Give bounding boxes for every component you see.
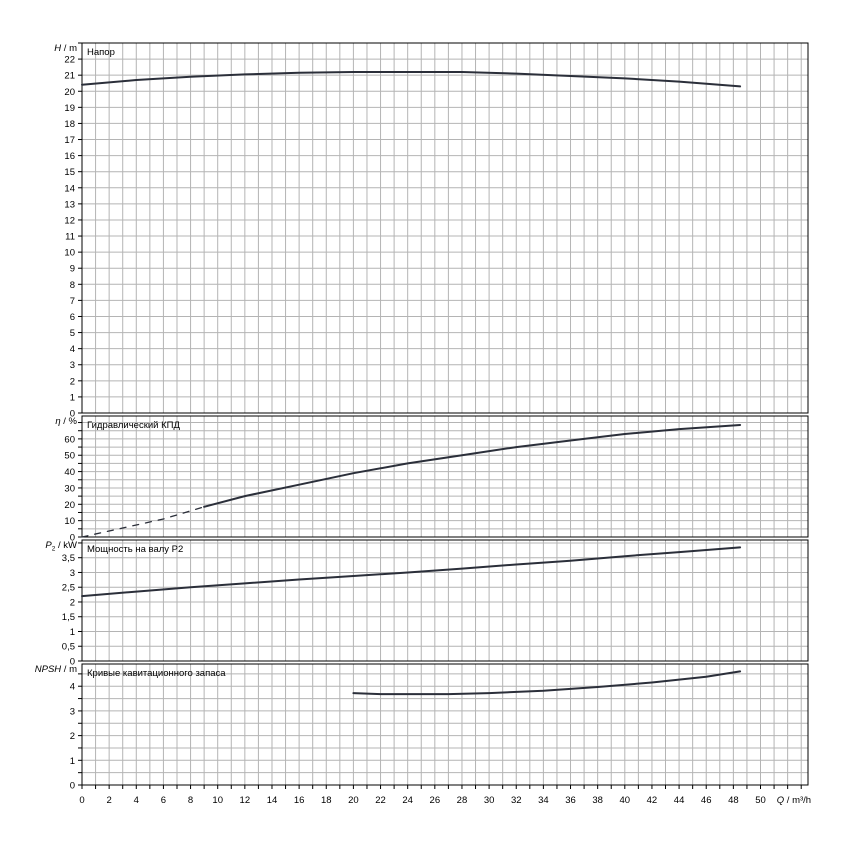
y-tick-label: 15 (64, 167, 75, 178)
x-tick-label: 42 (647, 795, 658, 806)
panel-frame (81, 415, 809, 538)
x-tick-label: 34 (538, 795, 549, 806)
x-tick-label: 32 (511, 795, 522, 806)
x-tick-label: 14 (267, 795, 278, 806)
y-tick-label: 17 (64, 135, 75, 146)
curve-line (81, 546, 742, 598)
y-tick-label: 7 (70, 296, 75, 307)
x-tick-label: 0 (79, 795, 84, 806)
y-tick-label: 14 (64, 183, 75, 194)
x-tick-label: 48 (728, 795, 739, 806)
y-tick-label: 3 (70, 568, 75, 579)
y-tick-label: 50 (64, 451, 75, 462)
y-tick-label: 20 (64, 87, 75, 98)
y-tick-label: 0 (70, 533, 75, 544)
chart-panel-2: 0 10 20 30 40 50 60 η / % Гидравлический КПД (55, 415, 809, 544)
x-tick-label: 40 (620, 795, 631, 806)
x-axis-label: Q / m³/h (777, 795, 811, 806)
y-tick-label: 9 (70, 264, 75, 275)
x-tick-label: 12 (240, 795, 251, 806)
y-tick-label: 11 (65, 232, 75, 243)
x-axis: 0 2 4 6 8 10 12 14 16 18 20 22 24 26 28 30 32 34 36 38 40 42 4… (79, 785, 811, 806)
y-tick-label: 1 (70, 392, 75, 403)
panel-title: Мощность на валу P2 (87, 544, 183, 555)
y-tick-label: 5 (70, 328, 75, 339)
panel-frame (81, 663, 809, 786)
y-tick-label: 1,5 (62, 612, 75, 623)
y-tick-label: 4 (70, 344, 75, 355)
y-tick-label: 12 (64, 215, 75, 226)
y-tick-label: 30 (64, 483, 75, 494)
x-tick-label: 2 (106, 795, 111, 806)
y-tick-label: 8 (70, 280, 75, 291)
y-tick-label: 0 (70, 409, 75, 420)
x-tick-label: 24 (402, 795, 413, 806)
y-tick-label: 2 (70, 731, 75, 742)
y-tick-label: 18 (64, 119, 75, 130)
x-tick-label: 10 (212, 795, 223, 806)
x-tick-label: 6 (161, 795, 166, 806)
panel-title: Кривые кавитационного запаса (87, 668, 226, 679)
y-tick-label: 0 (70, 781, 75, 792)
x-tick-label: 50 (755, 795, 766, 806)
panel-frame (81, 539, 809, 662)
y-tick-label: 0 (70, 657, 75, 668)
y-tick-label: 40 (64, 467, 75, 478)
x-tick-label: 44 (674, 795, 685, 806)
x-tick-label: 20 (348, 795, 359, 806)
x-tick-label: 8 (188, 795, 193, 806)
y-tick-label: 1 (70, 627, 75, 638)
y-tick-label: 3 (70, 360, 75, 371)
y-axis-label: η / % (55, 416, 77, 427)
y-axis-label: H / m (54, 43, 77, 54)
y-tick-label: 10 (64, 248, 75, 259)
panel-title: Напор (87, 47, 115, 58)
y-tick-label: 22 (64, 55, 75, 66)
x-tick-label: 28 (457, 795, 468, 806)
y-axis-label: P2 / kW (45, 540, 77, 553)
curve-line (352, 670, 742, 696)
y-tick-label: 2,5 (62, 583, 75, 594)
x-tick-label: 36 (565, 795, 576, 806)
y-tick-label: 20 (64, 500, 75, 511)
chart-panel-4: 0 1 2 3 4 NPSH / m Кривые кавитационного запас… (35, 663, 809, 792)
y-tick-label: 2 (70, 376, 75, 387)
panel-title: Гидравлический КПД (87, 420, 180, 431)
y-tick-label: 4 (70, 682, 75, 693)
y-tick-label: 2 (70, 597, 75, 608)
y-tick-label: 10 (64, 516, 75, 527)
y-tick-label: 3,5 (62, 553, 75, 564)
y-tick-label: 6 (70, 312, 75, 323)
y-tick-label: 13 (64, 199, 75, 210)
y-tick-label: 60 (64, 434, 75, 445)
y-tick-label: 0,5 (62, 642, 75, 653)
panel-frame (81, 42, 809, 414)
chart-panel-3: 0 0,5 1 1,5 2 2,5 3 3,5P2 / kW Мощность на валу … (45, 539, 809, 668)
y-tick-label: 21 (64, 71, 75, 82)
x-tick-label: 26 (430, 795, 441, 806)
curve-line (203, 424, 742, 508)
x-tick-label: 4 (134, 795, 139, 806)
y-tick-label: 1 (70, 756, 75, 767)
x-tick-label: 16 (294, 795, 305, 806)
y-tick-label: 16 (64, 151, 75, 162)
x-tick-label: 22 (375, 795, 386, 806)
x-tick-label: 18 (321, 795, 332, 806)
x-tick-label: 30 (484, 795, 495, 806)
y-tick-label: 19 (64, 103, 75, 114)
y-tick-label: 3 (70, 706, 75, 717)
curve-dashed (81, 506, 205, 538)
x-tick-label: 38 (592, 795, 603, 806)
y-axis-label: NPSH / m (35, 664, 77, 675)
x-tick-label: 46 (701, 795, 712, 806)
curve-line (81, 71, 742, 88)
